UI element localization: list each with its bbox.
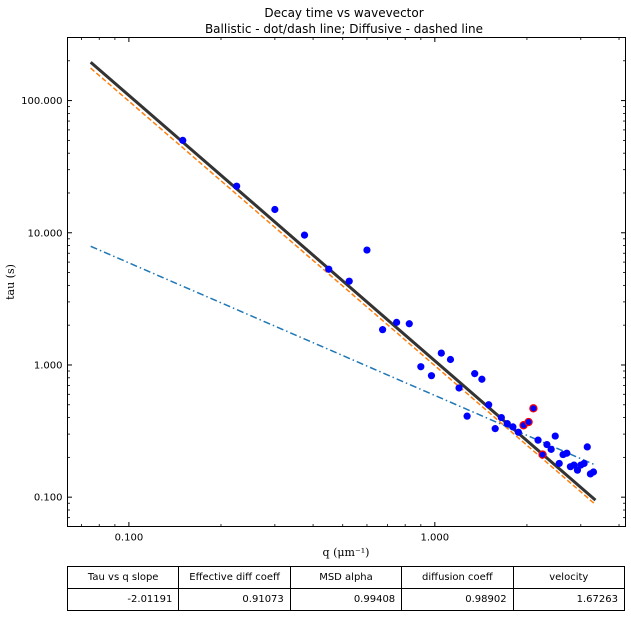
data-point (589, 468, 598, 476)
results-value-row: -2.01191 0.91073 0.99408 0.98902 1.67263 (66, 588, 626, 611)
major-ticks (67, 37, 626, 527)
data-point (529, 404, 538, 413)
results-header-row: Tau vs q slope Effective diff coeff MSD … (66, 566, 626, 589)
value-diffusion-coeff: 0.98902 (401, 588, 514, 611)
minor-ticks (67, 37, 626, 527)
data-point (233, 182, 241, 190)
header-tau-slope: Tau vs q slope (66, 566, 180, 589)
y-tick-label: 100.000 (21, 96, 62, 107)
data-point (538, 450, 547, 459)
y-tick-label: 1.000 (34, 360, 63, 371)
y-tick-label: 0.100 (34, 493, 63, 504)
results-table: Tau vs q slope Effective diff coeff MSD … (66, 566, 626, 611)
data-point (514, 428, 522, 436)
data-point (325, 265, 333, 273)
data-point (271, 205, 279, 214)
data-point (570, 461, 578, 469)
data-point (497, 413, 505, 422)
x-tick-label: 0.100 (115, 533, 144, 544)
ballistic-dashdot-line (90, 245, 596, 466)
data-point (405, 320, 413, 328)
chart-subtitle: Ballistic - dot/dash line; Diffusive - d… (205, 22, 483, 36)
data-point (455, 384, 463, 392)
data-point (551, 432, 559, 440)
data-points (179, 136, 598, 478)
data-point (179, 136, 187, 144)
data-point (437, 349, 445, 357)
data-point (379, 326, 387, 334)
data-point (509, 423, 517, 431)
header-effective-diff-coeff: Effective diff coeff (178, 566, 291, 589)
value-msd-alpha: 0.99408 (289, 588, 403, 611)
chart-title: Decay time vs wavevector (264, 6, 423, 20)
data-point (363, 246, 371, 254)
data-point (427, 372, 436, 380)
data-point (583, 443, 591, 451)
tick-labels: 0.100 1.000 0.100 1.000 10.000 100.000 (21, 96, 449, 543)
data-point (534, 436, 542, 444)
header-msd-alpha: MSD alpha (289, 566, 403, 589)
data-point (393, 318, 401, 326)
diffusive-dashed-line (90, 67, 596, 506)
value-velocity: 1.67263 (512, 588, 626, 611)
data-point (573, 466, 582, 474)
data-point (300, 231, 309, 239)
y-tick-label: 10.000 (28, 228, 63, 239)
plot-frame (67, 37, 626, 527)
data-point (491, 425, 499, 433)
data-point (463, 412, 471, 420)
value-tau-slope: -2.01191 (66, 588, 180, 611)
data-point (345, 277, 353, 285)
x-tick-label: 1.000 (421, 533, 450, 544)
data-point (446, 355, 455, 364)
fit-lines (89, 61, 597, 506)
data-point (485, 401, 493, 409)
data-point (555, 459, 563, 468)
data-point (580, 459, 588, 468)
data-point (563, 449, 571, 457)
data-point (471, 370, 479, 378)
data-point (503, 420, 511, 428)
data-point (524, 417, 533, 427)
header-velocity: velocity (512, 566, 626, 589)
data-point (547, 445, 555, 453)
header-diffusion-coeff: diffusion coeff (401, 566, 514, 589)
value-effective-diff-coeff: 0.91073 (178, 588, 291, 611)
data-point (543, 440, 551, 449)
data-point (478, 375, 486, 383)
x-axis-label: q (μm⁻¹) (323, 546, 370, 559)
chart: Decay time vs wavevector Ballistic - dot… (4, 6, 626, 559)
data-point (417, 363, 425, 371)
y-axis-label: tau (s) (4, 264, 17, 300)
